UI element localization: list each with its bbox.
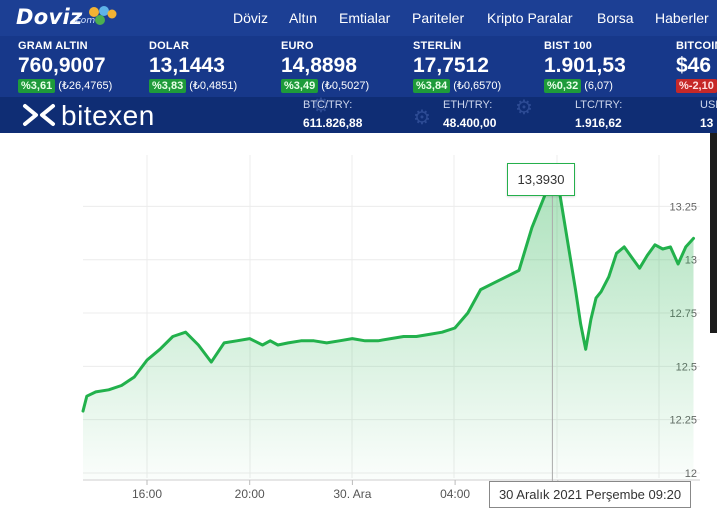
ticker-change-amount: (₺0,5027): [321, 80, 370, 92]
ticker-change-amount: (₺0,4851): [189, 80, 238, 92]
right-edge-divider: [710, 133, 717, 333]
ticker-name: DOLAR: [149, 40, 190, 52]
pair-price-ltc: 1.916,62: [575, 116, 622, 130]
x-tick-label: 20:00: [235, 487, 265, 501]
ticker-value: 14,8898: [281, 54, 357, 77]
site-logo-suffix: .com: [73, 16, 96, 26]
ticker-value: $46: [676, 54, 712, 77]
ticker-item-euro[interactable]: EURO 14,8898 %3,49 (₺0,5027): [281, 40, 369, 93]
ticker-value: 17,7512: [413, 54, 489, 77]
ticker-item-dolar[interactable]: DOLAR 13,1443 %3,83 (₺0,4851): [149, 40, 237, 93]
pair-price-eth: 48.400,00: [443, 116, 497, 130]
nav-pariteler[interactable]: Pariteler: [412, 10, 465, 26]
x-tick-label: 16:00: [132, 487, 162, 501]
bitexen-banner[interactable]: bitexen ⚙ ⚙ ⚙ BTC/TRY: 611.826,88 ETH/TR…: [0, 95, 717, 133]
nav-altin[interactable]: Altın: [289, 10, 318, 26]
nav-haberler[interactable]: Haberler: [655, 10, 709, 26]
ticker-item-bitcoin[interactable]: BITCOIN $46 %-2,10: [676, 40, 717, 93]
ticker-value: 1.901,53: [544, 54, 626, 77]
nav-doviz[interactable]: Döviz: [233, 10, 269, 26]
pair-label-usd: USD: [700, 99, 717, 111]
ticker-change-percent: %3,84: [413, 79, 451, 93]
ticker-change-amount: (6,07): [584, 80, 613, 92]
pair-price-btc: 611.826,88: [303, 116, 363, 130]
gear-decoration-icon: ⚙: [515, 97, 533, 119]
top-navigation-bar: Doviz .com Döviz Altın Emtialar Paritele…: [0, 0, 717, 36]
ticker-change-amount: (₺0,6570): [453, 80, 502, 92]
ticker-item-gram-altin[interactable]: GRAM ALTIN 760,9007 %3,61 (₺26,4765): [18, 40, 112, 93]
ticker-name: BITCOIN: [676, 40, 717, 52]
ticker-change-percent: %0,32: [544, 79, 582, 93]
bitexen-logo-icon: [23, 104, 55, 126]
gear-decoration-icon: ⚙: [312, 95, 330, 117]
ticker-item-sterlin[interactable]: STERLİN 17,7512 %3,84 (₺0,6570): [413, 40, 501, 93]
ticker-change-percent: %-2,10: [676, 79, 717, 93]
ticker-name: BIST 100: [544, 40, 593, 52]
nav-emtialar[interactable]: Emtialar: [339, 10, 391, 26]
price-series-line: [81, 174, 695, 413]
nav-kripto-paralar[interactable]: Kripto Paralar: [487, 10, 573, 26]
ticker-item-bist-100[interactable]: BIST 100 1.901,53 %0,32 (6,07): [544, 40, 626, 93]
gear-decoration-icon: ⚙: [413, 107, 431, 129]
nav-borsa[interactable]: Borsa: [597, 10, 634, 26]
ticker-change-percent: %3,83: [149, 79, 187, 93]
x-tick-label: 30. Ara: [333, 487, 371, 501]
price-area-fill: [83, 175, 694, 479]
crosshair-time-label: 30 Aralık 2021 Perşembe 09:20: [489, 481, 691, 508]
coins-logo-icon: [89, 6, 117, 25]
pair-label-btc: BTC/TRY:: [303, 99, 353, 111]
ticker-value: 13,1443: [149, 54, 225, 77]
y-tick-label: 13.25: [669, 201, 697, 213]
ticker-name: EURO: [281, 40, 314, 52]
price-tooltip: 13,3930: [507, 163, 575, 196]
ticker-value: 760,9007: [18, 54, 106, 77]
ticker-name: STERLİN: [413, 40, 462, 52]
bitexen-logo-text: bitexen: [61, 100, 155, 131]
pair-label-eth: ETH/TRY:: [443, 99, 493, 111]
pair-label-ltc: LTC/TRY:: [575, 99, 623, 111]
ticker-name: GRAM ALTIN: [18, 40, 88, 52]
ticker-change-percent: %3,61: [18, 79, 56, 93]
ticker-change-amount: (₺26,4765): [58, 80, 113, 92]
site-logo[interactable]: Doviz: [16, 5, 83, 29]
pair-price-usd: 13: [700, 116, 714, 130]
x-tick-label: 04:00: [440, 487, 470, 501]
ticker-change-percent: %3,49: [281, 79, 319, 93]
market-ticker: GRAM ALTIN 760,9007 %3,61 (₺26,4765) DOLA…: [0, 36, 717, 97]
